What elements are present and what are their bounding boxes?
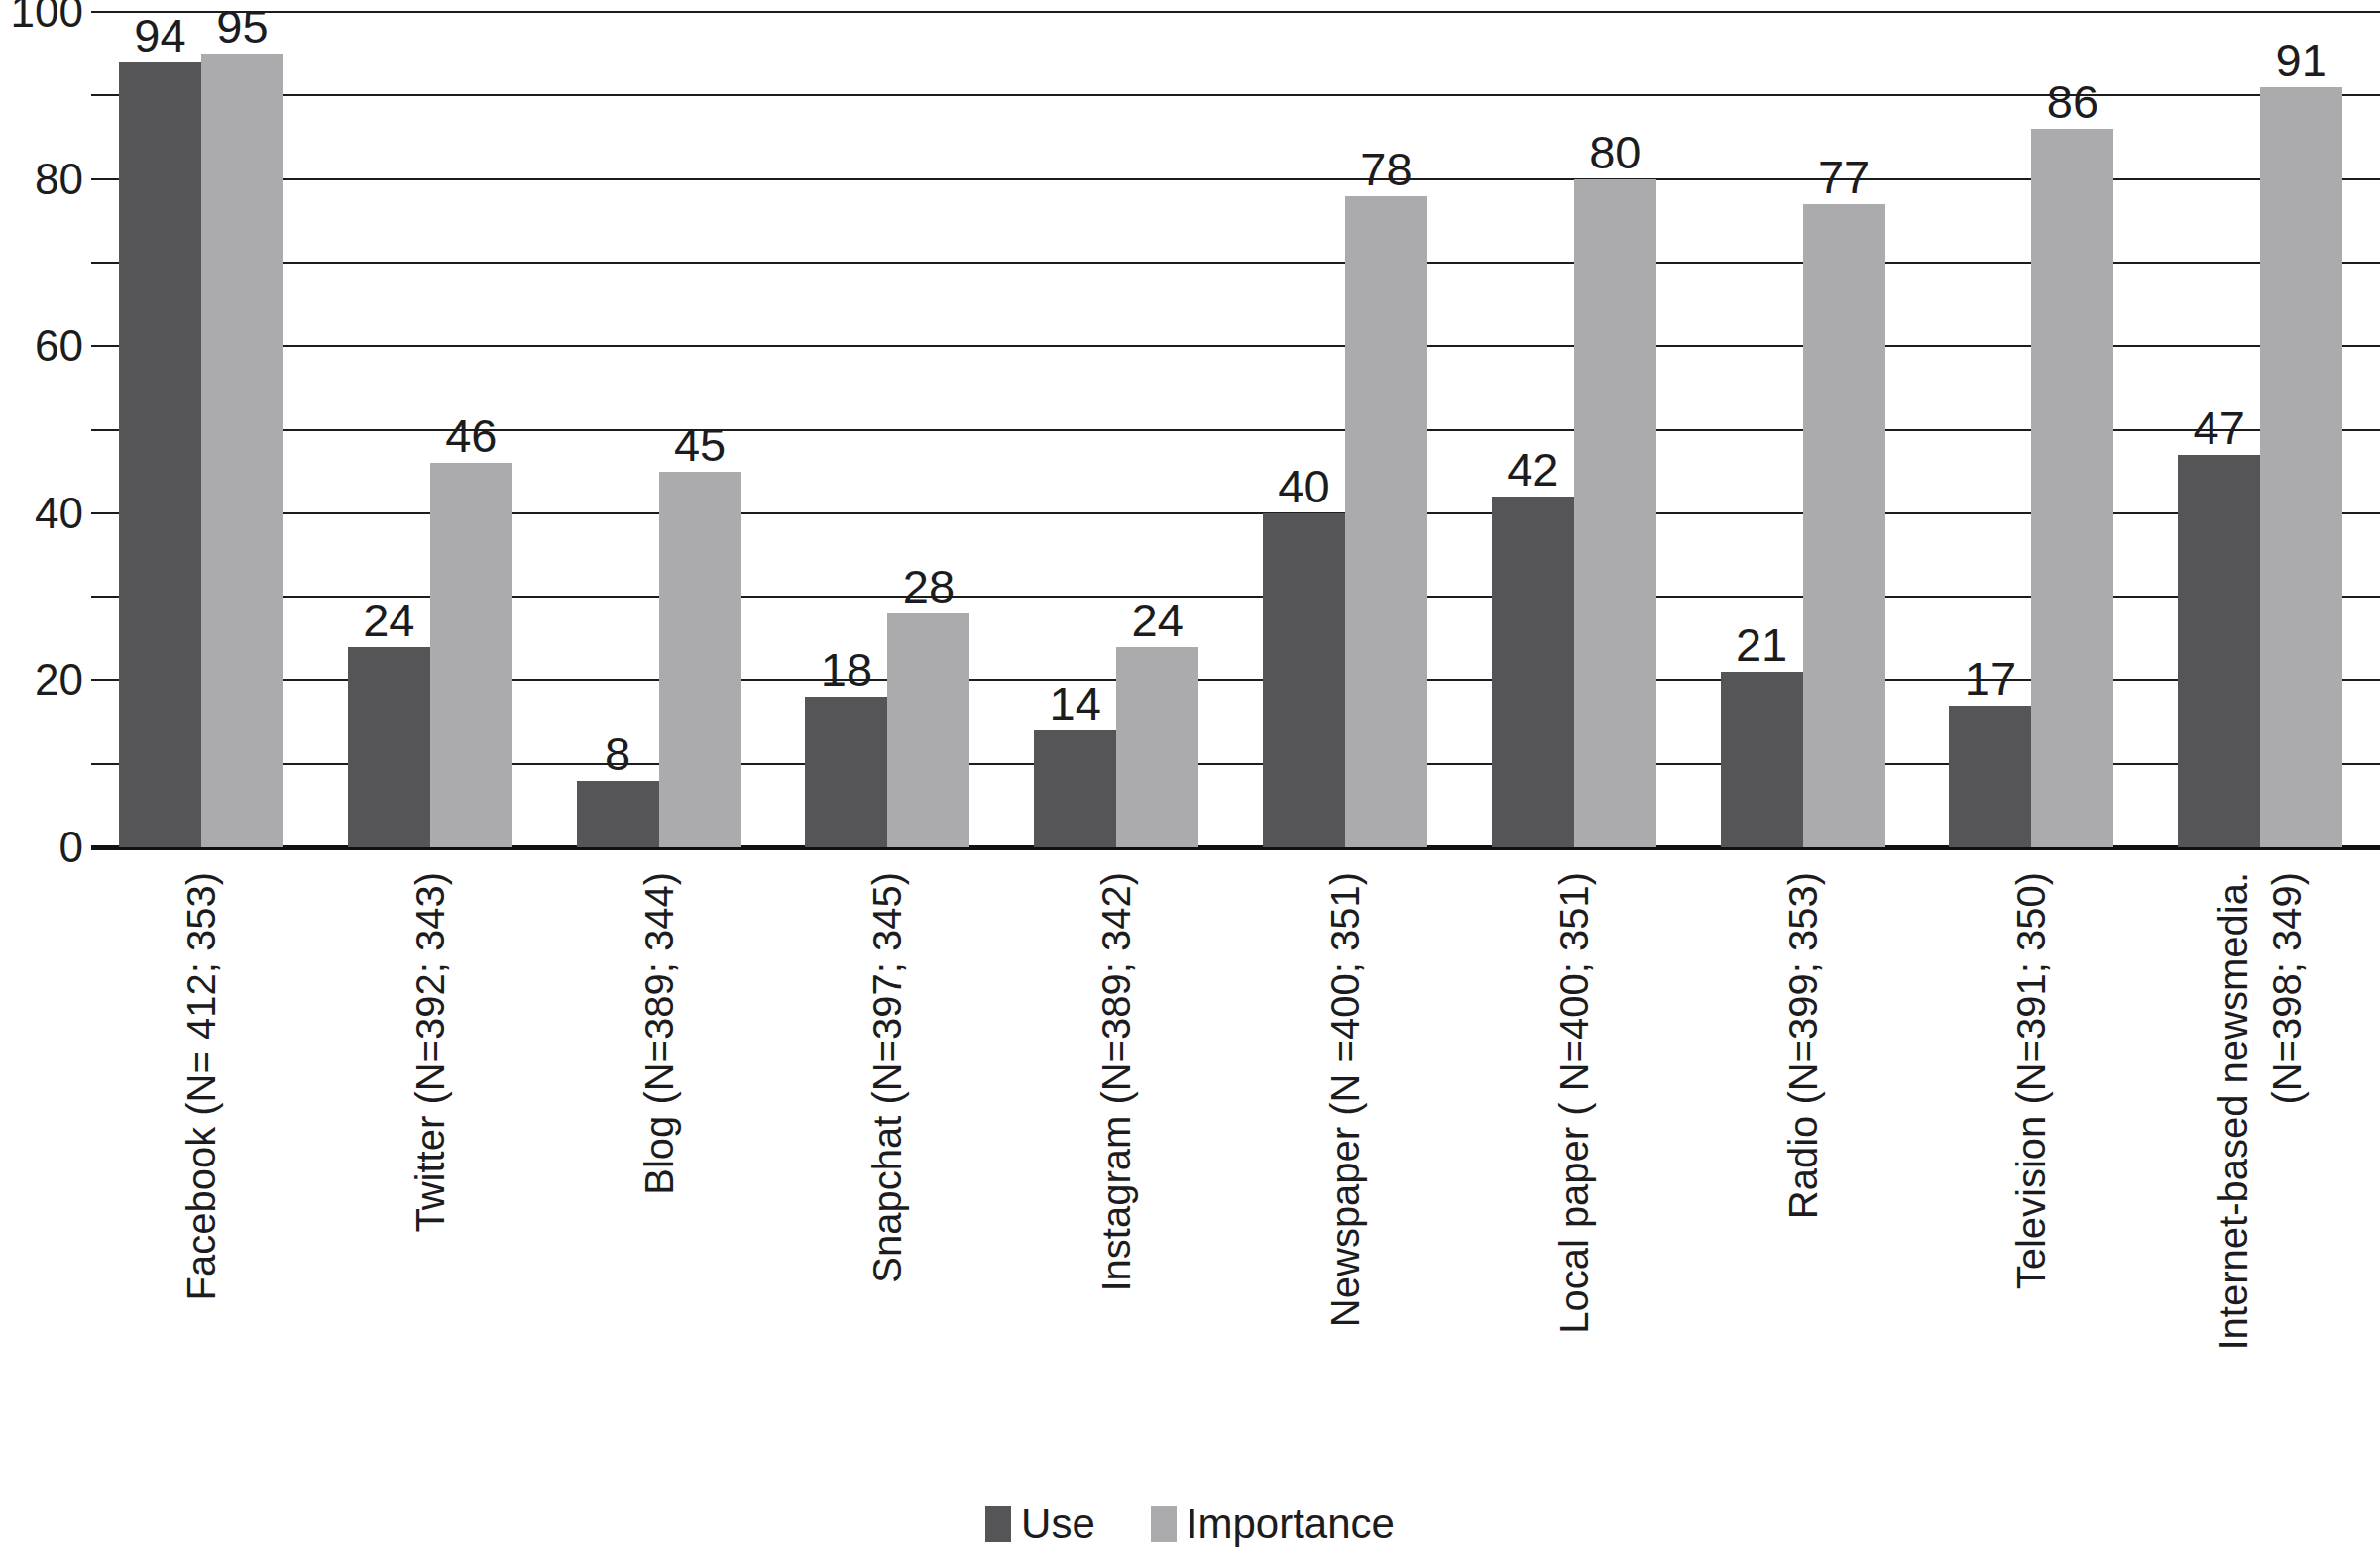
x-category-label-text-4: Instagram (N=389; 342) bbox=[1089, 872, 1143, 1447]
x-category-label-5: Newspaper (N =400; 351) bbox=[1286, 872, 1405, 1447]
bar-importance-7 bbox=[1803, 204, 1885, 847]
bar-use-2 bbox=[577, 781, 659, 847]
x-category-label-8: Television (N=391; 350) bbox=[1972, 872, 2091, 1447]
bar-importance-1 bbox=[430, 463, 512, 847]
bar-importance-0 bbox=[201, 54, 283, 847]
legend-item-use: Use bbox=[985, 1500, 1095, 1548]
bar-use-0 bbox=[119, 62, 201, 847]
bar-value-label-use-0: 94 bbox=[119, 9, 201, 62]
bar-value-label-importance-4: 24 bbox=[1116, 594, 1198, 647]
x-category-label-text-0: Facebook (N= 412; 353) bbox=[174, 872, 228, 1447]
bar-value-label-use-6: 42 bbox=[1492, 443, 1574, 497]
bar-use-1 bbox=[348, 647, 430, 847]
bar-use-9 bbox=[2178, 455, 2260, 847]
bar-value-label-use-4: 14 bbox=[1034, 677, 1116, 730]
x-category-label-1: Twitter (N=392; 343) bbox=[371, 872, 490, 1447]
x-category-label-4: Instagram (N=389; 342) bbox=[1057, 872, 1176, 1447]
x-category-label-text-7: Radio (N=399; 353) bbox=[1776, 872, 1830, 1447]
bar-value-label-importance-8: 86 bbox=[2031, 75, 2113, 129]
bar-importance-3 bbox=[887, 613, 969, 847]
bar-use-7 bbox=[1721, 672, 1803, 847]
bar-use-8 bbox=[1949, 706, 2031, 847]
legend-label-importance: Importance bbox=[1187, 1500, 1395, 1548]
x-category-label-9: Internet-based newsmedia. (N=398; 349) bbox=[2201, 872, 2320, 1447]
bar-importance-8 bbox=[2031, 129, 2113, 847]
bar-use-6 bbox=[1492, 497, 1574, 847]
bar-importance-6 bbox=[1574, 179, 1656, 847]
bar-importance-2 bbox=[659, 472, 741, 847]
bar-value-label-importance-6: 80 bbox=[1574, 126, 1656, 179]
bar-value-label-use-7: 21 bbox=[1721, 618, 1803, 672]
bar-value-label-use-1: 24 bbox=[348, 594, 430, 647]
bar-importance-4 bbox=[1116, 647, 1198, 847]
bar-use-3 bbox=[805, 697, 887, 847]
x-category-label-text-9: Internet-based newsmedia. (N=398; 349) bbox=[2207, 872, 2314, 1447]
x-category-label-0: Facebook (N= 412; 353) bbox=[142, 872, 261, 1447]
legend-swatch-use bbox=[985, 1506, 1011, 1542]
bar-value-label-importance-3: 28 bbox=[887, 560, 969, 613]
bar-use-5 bbox=[1263, 513, 1345, 847]
x-category-label-text-2: Blog (N=389; 344) bbox=[632, 872, 686, 1447]
bar-value-label-importance-7: 77 bbox=[1803, 151, 1885, 204]
bar-value-label-importance-0: 95 bbox=[201, 0, 283, 54]
x-category-label-text-8: Television (N=391; 350) bbox=[2004, 872, 2058, 1447]
bar-use-4 bbox=[1034, 730, 1116, 847]
x-category-label-text-1: Twitter (N=392; 343) bbox=[403, 872, 457, 1447]
bar-value-label-importance-1: 46 bbox=[430, 409, 512, 463]
bar-value-label-importance-5: 78 bbox=[1345, 143, 1427, 196]
x-category-label-text-3: Snapchat (N=397; 345) bbox=[860, 872, 914, 1447]
bar-value-label-use-3: 18 bbox=[805, 643, 887, 697]
y-axis-tick-label-100: 100 bbox=[0, 0, 83, 39]
bar-value-label-use-8: 17 bbox=[1949, 652, 2031, 706]
y-axis-tick-label-80: 80 bbox=[0, 153, 83, 206]
x-category-label-6: Local paper ( N=400; 351) bbox=[1515, 872, 1634, 1447]
y-axis-tick-label-40: 40 bbox=[0, 487, 83, 540]
bar-value-label-use-2: 8 bbox=[577, 727, 659, 781]
y-axis-tick-label-60: 60 bbox=[0, 319, 83, 373]
x-category-label-text-5: Newspaper (N =400; 351) bbox=[1318, 872, 1372, 1447]
bar-value-label-use-9: 47 bbox=[2178, 401, 2260, 455]
bar-value-label-use-5: 40 bbox=[1263, 460, 1345, 513]
y-axis-tick-label-0: 0 bbox=[0, 821, 83, 874]
y-axis-tick-label-20: 20 bbox=[0, 653, 83, 707]
x-category-label-3: Snapchat (N=397; 345) bbox=[828, 872, 947, 1447]
bar-importance-5 bbox=[1345, 196, 1427, 848]
x-category-label-text-6: Local paper ( N=400; 351) bbox=[1547, 872, 1601, 1447]
bar-value-label-importance-2: 45 bbox=[659, 418, 741, 472]
grouped-bar-chart: 0 20 40 60 80 100 94 24 8 18 14 40 42 21 17 47 95 46 45 28 2… bbox=[0, 0, 2380, 1554]
x-category-label-7: Radio (N=399; 353) bbox=[1744, 872, 1863, 1447]
gridline-100 bbox=[91, 11, 2380, 13]
legend-swatch-importance bbox=[1151, 1506, 1177, 1542]
x-category-label-2: Blog (N=389; 344) bbox=[600, 872, 719, 1447]
legend: Use Importance bbox=[0, 1495, 2380, 1554]
legend-item-importance: Importance bbox=[1151, 1500, 1395, 1548]
bar-value-label-importance-9: 91 bbox=[2260, 34, 2342, 87]
legend-label-use: Use bbox=[1021, 1500, 1095, 1548]
bar-importance-9 bbox=[2260, 87, 2342, 847]
